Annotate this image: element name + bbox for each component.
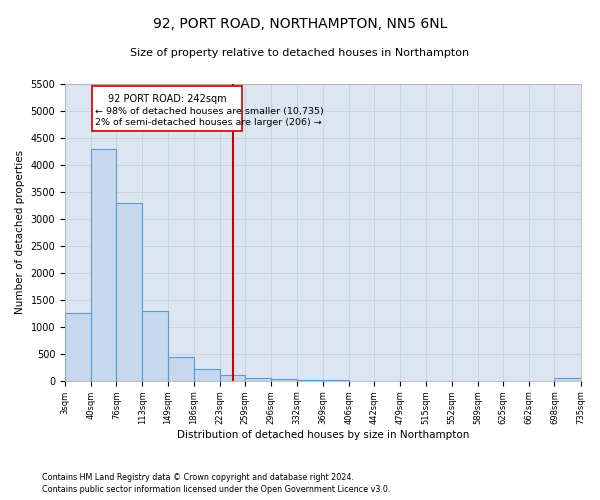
Y-axis label: Number of detached properties: Number of detached properties: [15, 150, 25, 314]
Bar: [91, 149, 116, 381]
Text: ← 98% of detached houses are smaller (10,735): ← 98% of detached houses are smaller (10…: [95, 106, 324, 116]
Bar: [271, 379, 297, 381]
Bar: [323, 380, 349, 381]
Bar: [116, 202, 142, 381]
Text: 92 PORT ROAD: 242sqm: 92 PORT ROAD: 242sqm: [108, 94, 227, 104]
Bar: [220, 376, 245, 381]
X-axis label: Distribution of detached houses by size in Northampton: Distribution of detached houses by size …: [176, 430, 469, 440]
Bar: [554, 378, 581, 381]
Bar: [297, 380, 323, 381]
Bar: [65, 314, 91, 381]
Text: Contains HM Land Registry data © Crown copyright and database right 2024.: Contains HM Land Registry data © Crown c…: [42, 472, 354, 482]
Text: Contains public sector information licensed under the Open Government Licence v3: Contains public sector information licen…: [42, 485, 391, 494]
FancyBboxPatch shape: [92, 86, 242, 131]
Text: 92, PORT ROAD, NORTHAMPTON, NN5 6NL: 92, PORT ROAD, NORTHAMPTON, NN5 6NL: [153, 18, 447, 32]
Bar: [168, 356, 194, 381]
Bar: [142, 310, 168, 381]
Bar: [194, 369, 220, 381]
Text: 2% of semi-detached houses are larger (206) →: 2% of semi-detached houses are larger (2…: [95, 118, 322, 127]
Bar: [245, 378, 271, 381]
Text: Size of property relative to detached houses in Northampton: Size of property relative to detached ho…: [130, 48, 470, 58]
